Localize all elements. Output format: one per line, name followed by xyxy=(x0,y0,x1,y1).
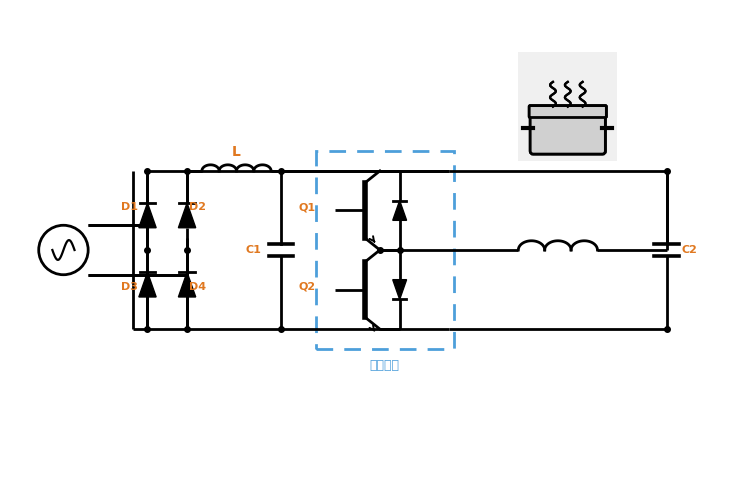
Polygon shape xyxy=(393,280,406,299)
Text: D2: D2 xyxy=(189,202,206,212)
Text: D4: D4 xyxy=(189,282,206,292)
Text: D1: D1 xyxy=(121,202,138,212)
FancyBboxPatch shape xyxy=(530,108,605,154)
Text: L: L xyxy=(232,145,241,159)
Polygon shape xyxy=(139,272,156,297)
FancyBboxPatch shape xyxy=(529,106,606,118)
Text: Q1: Q1 xyxy=(298,202,316,212)
FancyBboxPatch shape xyxy=(529,106,606,118)
Polygon shape xyxy=(178,203,195,228)
Polygon shape xyxy=(393,200,406,220)
Text: 逆变电路: 逆变电路 xyxy=(370,359,400,372)
Text: C2: C2 xyxy=(682,245,697,255)
FancyBboxPatch shape xyxy=(518,52,617,161)
Polygon shape xyxy=(178,272,195,297)
FancyBboxPatch shape xyxy=(530,108,605,154)
Text: C1: C1 xyxy=(246,245,261,255)
Text: Q2: Q2 xyxy=(298,282,316,292)
Text: D3: D3 xyxy=(121,282,138,292)
Polygon shape xyxy=(139,203,156,228)
